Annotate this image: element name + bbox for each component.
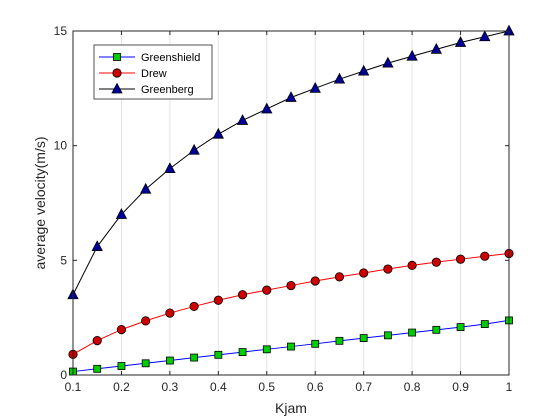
point-drew-17 (480, 251, 490, 261)
point-greenberg-5 (188, 143, 200, 155)
x-tick-label-5: 0.6 (307, 380, 324, 394)
x-tick-label-7: 0.8 (404, 380, 421, 394)
y-tick-label-3: 15 (54, 24, 68, 38)
point-greenberg-10 (309, 81, 321, 93)
legend-label-greenshield: Greenshield (141, 52, 200, 64)
point-greenshield-16 (456, 323, 465, 331)
point-greenshield-4 (165, 356, 174, 365)
point-drew-16 (455, 254, 466, 264)
point-greenberg-12 (358, 64, 370, 76)
point-greenshield-15 (432, 325, 441, 334)
legend-marker-greenshield (113, 53, 121, 61)
x-tick-label-6: 0.7 (355, 380, 372, 394)
point-greenshield-13 (383, 331, 392, 340)
legend: Greenshield Drew Greenberg (93, 44, 213, 100)
point-greenberg-1 (91, 240, 103, 251)
point-drew-14 (407, 260, 417, 270)
point-drew-15 (431, 257, 441, 267)
point-greenshield-10 (311, 339, 320, 348)
point-greenberg-3 (140, 182, 152, 194)
point-greenberg-7 (236, 114, 249, 125)
point-greenshield-2 (117, 362, 126, 370)
series-greenshield (69, 316, 513, 376)
legend-marker-drew (112, 68, 122, 78)
x-tick-label-8: 0.9 (452, 380, 469, 394)
point-drew-5 (189, 301, 199, 312)
point-greenberg-16 (454, 36, 467, 47)
point-greenshield-3 (141, 359, 150, 368)
point-drew-6 (213, 295, 223, 305)
legend-label-drew: Drew (141, 68, 167, 80)
legend-item-greenshield: Greenshield (99, 52, 200, 64)
y-tick-label-2: 10 (54, 139, 68, 153)
x-tick-label-2: 0.3 (162, 380, 179, 394)
series-layer (67, 24, 515, 376)
point-greenberg-9 (285, 91, 297, 102)
point-drew-2 (116, 324, 127, 335)
point-greenshield-7 (238, 348, 247, 356)
x-tick-label-9: 1 (506, 380, 513, 394)
y-tick-label-0: 0 (60, 368, 67, 382)
point-greenshield-17 (480, 320, 489, 328)
point-greenberg-14 (406, 49, 418, 61)
point-greenshield-1 (93, 364, 102, 373)
point-drew-9 (286, 280, 296, 291)
point-drew-10 (310, 276, 320, 286)
point-greenshield-12 (359, 334, 368, 342)
point-greenberg-6 (212, 127, 224, 139)
point-drew-7 (237, 290, 248, 300)
point-drew-13 (383, 264, 393, 274)
point-drew-11 (334, 272, 345, 282)
point-greenberg-15 (430, 42, 442, 54)
point-greenberg-17 (479, 30, 491, 42)
x-tick-label-4: 0.5 (258, 380, 275, 394)
point-drew-3 (141, 316, 151, 326)
y-tick-label-1: 5 (60, 253, 67, 267)
point-greenshield-11 (335, 336, 344, 345)
point-greenshield-5 (190, 353, 199, 362)
legend-label-greenberg: Greenberg (141, 84, 194, 96)
axes-box (72, 30, 510, 376)
point-greenshield-8 (262, 345, 271, 354)
point-greenberg-2 (115, 208, 128, 219)
x-tick-label-0: 0.1 (65, 380, 82, 394)
x-axis-title: Kjam (275, 400, 307, 416)
point-drew-4 (165, 308, 175, 318)
point-greenberg-8 (261, 102, 273, 114)
x-tick-label-3: 0.4 (210, 380, 227, 394)
x-tick-label-1: 0.2 (113, 380, 130, 394)
point-drew-12 (359, 268, 369, 278)
point-greenshield-9 (287, 342, 295, 351)
y-axis-title: average velocity(m/s) (32, 136, 48, 269)
legend-item-greenberg: Greenberg (99, 82, 194, 96)
point-drew-1 (92, 335, 102, 346)
point-greenberg-13 (382, 56, 394, 68)
point-greenshield-6 (214, 350, 223, 359)
point-greenshield-14 (408, 328, 417, 337)
legend-marker-greenberg (111, 82, 123, 94)
point-greenberg-4 (164, 162, 176, 174)
point-drew-8 (262, 285, 272, 295)
point-greenberg-11 (333, 72, 346, 84)
series-greenberg (67, 24, 515, 300)
legend-item-drew: Drew (99, 68, 167, 80)
